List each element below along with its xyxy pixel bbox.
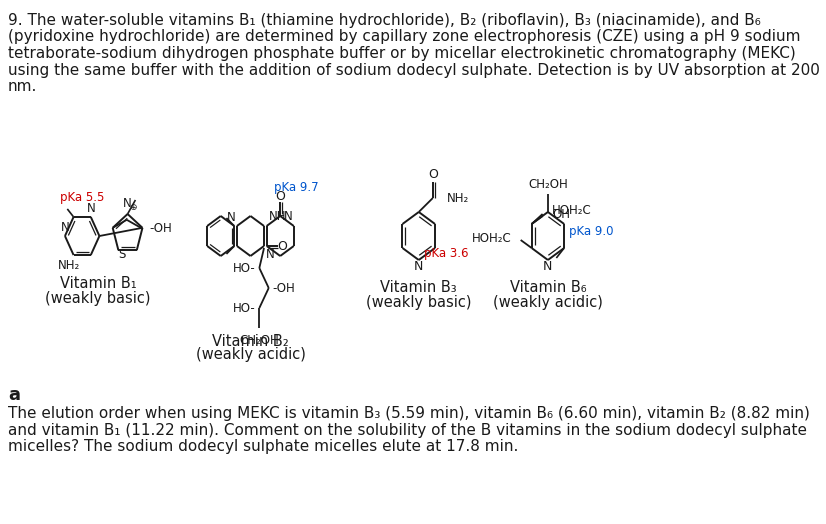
- Text: The elution order when using MEKC is vitamin B₃ (5.59 min), vitamin B₆ (6.60 min: The elution order when using MEKC is vit…: [7, 406, 809, 421]
- Text: ⊕: ⊕: [130, 202, 137, 212]
- Text: (pyridoxine hydrochloride) are determined by capillary zone electrophoresis (CZE: (pyridoxine hydrochloride) are determine…: [7, 29, 800, 45]
- Text: N: N: [283, 210, 292, 223]
- Text: pKa 9.7: pKa 9.7: [273, 181, 318, 194]
- Text: N: N: [414, 260, 424, 274]
- Text: S: S: [118, 248, 126, 260]
- Text: nm.: nm.: [7, 79, 37, 94]
- Text: Vitamin B₁: Vitamin B₁: [59, 277, 136, 291]
- Text: N: N: [226, 211, 235, 224]
- Text: N: N: [87, 202, 95, 215]
- Text: (weakly acidic): (weakly acidic): [196, 347, 306, 363]
- Text: using the same buffer with the addition of sodium dodecyl sulphate. Detection is: using the same buffer with the addition …: [7, 62, 819, 78]
- Text: pKa 9.0: pKa 9.0: [569, 224, 613, 237]
- Text: N: N: [266, 248, 274, 261]
- Text: O: O: [428, 169, 438, 181]
- Text: N: N: [60, 221, 69, 234]
- Text: HO-: HO-: [233, 263, 255, 276]
- Text: Vitamin B₂: Vitamin B₂: [212, 333, 289, 348]
- Text: CH₂OH: CH₂OH: [240, 333, 279, 346]
- Text: O: O: [275, 190, 285, 202]
- Text: O: O: [278, 239, 287, 253]
- Text: Vitamin B₃: Vitamin B₃: [381, 280, 457, 296]
- Text: -OH: -OH: [150, 222, 173, 235]
- Text: a: a: [7, 386, 20, 404]
- Text: OH: OH: [552, 208, 570, 221]
- Text: tetraborate-sodium dihydrogen phosphate buffer or by micellar electrokinetic chr: tetraborate-sodium dihydrogen phosphate …: [7, 46, 795, 61]
- Text: NH₂: NH₂: [58, 258, 80, 271]
- Text: NH: NH: [269, 210, 287, 223]
- Text: pKa 5.5: pKa 5.5: [60, 191, 105, 204]
- Text: and vitamin B₁ (11.22 min). Comment on the solubility of the B vitamins in the s: and vitamin B₁ (11.22 min). Comment on t…: [7, 422, 807, 438]
- Text: CH₂OH: CH₂OH: [528, 178, 567, 191]
- Text: Vitamin B₆: Vitamin B₆: [510, 280, 586, 296]
- Text: N: N: [123, 197, 132, 210]
- Text: 9. The water-soluble vitamins B₁ (thiamine hydrochloride), B₂ (riboflavin), B₃ (: 9. The water-soluble vitamins B₁ (thiami…: [7, 13, 761, 28]
- Text: NH₂: NH₂: [447, 191, 469, 204]
- Text: HOH₂C: HOH₂C: [472, 232, 511, 245]
- Text: -OH: -OH: [273, 282, 296, 296]
- Text: (weakly basic): (weakly basic): [366, 294, 472, 310]
- Text: (weakly acidic): (weakly acidic): [493, 294, 603, 310]
- Text: HOH₂C: HOH₂C: [552, 204, 591, 217]
- Text: HO-: HO-: [233, 302, 255, 315]
- Text: pKa 3.6: pKa 3.6: [424, 247, 468, 260]
- Text: micelles? The sodium dodecyl sulphate micelles elute at 17.8 min.: micelles? The sodium dodecyl sulphate mi…: [7, 439, 518, 454]
- Text: N: N: [544, 260, 553, 274]
- Text: (weakly basic): (weakly basic): [45, 290, 150, 305]
